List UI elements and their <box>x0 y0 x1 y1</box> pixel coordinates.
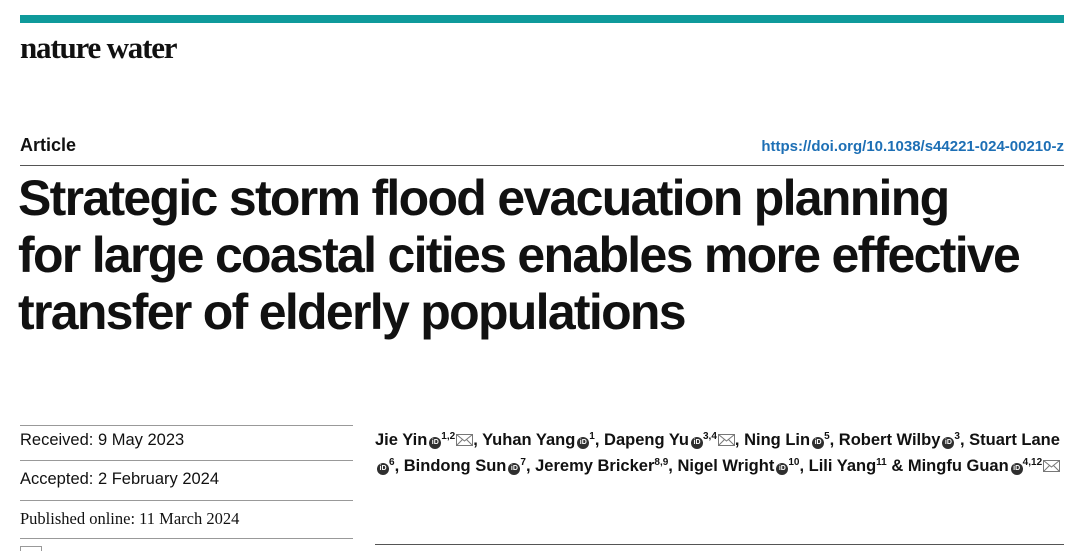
author-entry: Lili Yang11 & <box>809 457 908 475</box>
affiliation-superscript: 4,12 <box>1022 457 1043 468</box>
dates-divider <box>20 500 353 501</box>
author-separator: , <box>394 457 404 475</box>
affiliation-superscript: 3,4 <box>703 431 717 442</box>
affiliation-superscript: 7 <box>520 457 526 468</box>
author-entry: Yuhan Yang iD1, <box>482 431 604 449</box>
author-entry: Nigel Wright iD10, <box>677 457 808 475</box>
accepted-date: Accepted: 2 February 2024 <box>20 470 220 488</box>
envelope-icon[interactable] <box>1043 460 1061 472</box>
author-entry: Dapeng Yu iD3,4, <box>604 431 744 449</box>
dates-divider <box>20 460 353 461</box>
orcid-icon[interactable]: iD <box>691 437 703 449</box>
orcid-icon[interactable]: iD <box>776 463 789 475</box>
affiliation-superscript: 8,9 <box>654 457 669 468</box>
orcid-icon[interactable]: iD <box>429 437 442 449</box>
author-separator: , <box>594 431 605 449</box>
author-separator: , <box>959 431 970 449</box>
article-title: Strategic storm flood evacuation plannin… <box>18 170 1068 341</box>
author-separator: , <box>525 457 536 475</box>
orcid-icon[interactable]: iD <box>377 463 389 475</box>
affiliation-superscript: 1,2 <box>441 431 456 442</box>
author-name[interactable]: Yuhan Yang <box>482 431 576 449</box>
orcid-icon[interactable]: iD <box>577 437 590 449</box>
author-entry: Jie Yin iD1,2, <box>375 431 482 449</box>
title-line: transfer of elderly populations <box>18 284 687 340</box>
orcid-icon[interactable]: iD <box>508 463 521 475</box>
affiliation-superscript: 11 <box>876 457 887 468</box>
author-name[interactable]: Nigel Wright <box>677 457 775 475</box>
author-name[interactable]: Lili Yang <box>808 457 877 475</box>
author-name[interactable]: Ning Lin <box>744 431 811 449</box>
received-date: Received: 9 May 2023 <box>20 431 185 449</box>
author-entry: Robert Wilby iD3, <box>839 431 969 449</box>
affiliation-superscript: 10 <box>788 457 800 468</box>
author-entry: Jeremy Bricker8,9, <box>535 457 677 475</box>
orcid-icon[interactable]: iD <box>1010 463 1023 475</box>
author-separator: , <box>799 457 809 475</box>
author-name[interactable]: Mingfu Guan <box>907 457 1009 475</box>
author-separator: , <box>668 457 678 475</box>
orcid-icon[interactable]: iD <box>942 437 955 449</box>
author-name[interactable]: Dapeng Yu <box>604 431 689 449</box>
author-entry: Stuart LaneiD6, <box>375 431 1060 475</box>
author-separator: , <box>473 431 483 449</box>
author-separator: , <box>734 431 745 449</box>
author-list: Jie Yin iD1,2, Yuhan Yang iD1, Dapeng Yu iD… <box>375 427 1070 479</box>
author-name[interactable]: Jeremy Bricker <box>535 457 655 475</box>
author-divider <box>375 544 1064 545</box>
author-entry: Ning Lin iD5, <box>744 431 839 449</box>
author-name[interactable]: Robert Wilby <box>838 431 941 449</box>
envelope-icon[interactable] <box>456 434 474 446</box>
article-type-label: Article <box>20 135 77 155</box>
author-name[interactable]: Jie Yin <box>375 431 428 449</box>
affiliation-superscript: 3 <box>954 431 960 442</box>
doi-link[interactable]: https://doi.org/10.1038/s44221-024-00210… <box>761 138 1064 155</box>
author-name[interactable]: Stuart Lane <box>969 431 1060 449</box>
title-line: Strategic storm flood evacuation plannin… <box>18 170 950 226</box>
affiliation-superscript: 5 <box>824 431 830 442</box>
author-separator: , <box>829 431 839 449</box>
author-separator: & <box>886 457 908 475</box>
orcid-icon[interactable]: iD <box>812 437 825 449</box>
envelope-icon[interactable] <box>717 434 735 446</box>
affiliation-superscript: 6 <box>389 457 395 468</box>
published-date: Published online: 11 March 2024 <box>20 509 240 528</box>
author-name[interactable]: Bindong Sun <box>403 457 507 475</box>
author-entry: Mingfu Guan iD4,12 <box>907 457 1061 475</box>
dates-divider <box>20 425 353 426</box>
author-entry: Bindong Sun iD7, <box>404 457 535 475</box>
dates-divider <box>20 538 353 539</box>
header-divider <box>20 165 1064 166</box>
journal-accent-bar <box>20 15 1064 23</box>
journal-name: nature water <box>20 30 178 65</box>
affiliation-superscript: 1 <box>589 431 595 442</box>
check-for-updates-badge[interactable] <box>20 546 42 551</box>
title-line: for large coastal cities enables more ef… <box>18 227 1021 283</box>
